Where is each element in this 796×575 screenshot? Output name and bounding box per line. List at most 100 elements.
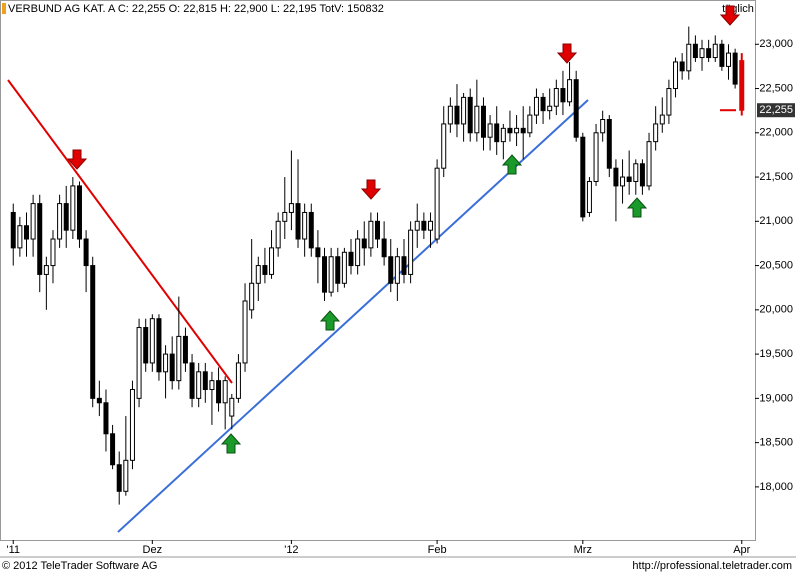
candle-body [394, 256, 400, 284]
x-tick-label: Mrz [574, 544, 592, 556]
candle-body [739, 60, 745, 111]
buy-arrow [501, 154, 523, 175]
candle-body [275, 220, 281, 249]
y-tick-label: 23,000 [759, 38, 793, 50]
y-tick-label: 22,000 [759, 127, 793, 139]
candle-body [355, 238, 361, 267]
candle-body [70, 185, 76, 231]
candle-body [500, 127, 506, 143]
x-tick-label: '12 [284, 544, 298, 556]
candle-body [216, 380, 222, 404]
candle-body [414, 220, 420, 231]
candle-body [322, 256, 328, 293]
candle-body [613, 167, 619, 187]
candle-body [712, 43, 718, 59]
candle-body [560, 88, 566, 103]
candle-body [401, 256, 407, 275]
candle-body [732, 52, 738, 85]
sell-arrow [360, 179, 382, 200]
symbol-marker [2, 3, 6, 14]
candle-body [408, 229, 414, 275]
y-tick-label: 20,500 [759, 259, 793, 271]
candle-body [229, 397, 235, 417]
y-tick-label: 18,000 [759, 481, 793, 493]
candle-body [143, 327, 149, 364]
candle-body [269, 247, 275, 275]
candle-body [110, 433, 116, 466]
candle-body [461, 96, 467, 125]
x-tick-label: Feb [428, 544, 447, 556]
y-tick-label: 19,500 [759, 348, 793, 360]
candle-body [381, 238, 387, 258]
candle-body [434, 167, 440, 240]
candle-body [182, 335, 188, 364]
candle-body [57, 203, 63, 240]
candle-body [580, 136, 586, 218]
candle-body [626, 176, 632, 182]
candle-body [514, 127, 520, 134]
candle-body [63, 203, 69, 231]
candle-body [692, 43, 698, 59]
candle-body [520, 127, 526, 134]
candle-body [10, 211, 16, 249]
candle-body [189, 362, 195, 399]
sell-arrow [719, 5, 741, 26]
x-tick-label: '11 [6, 544, 20, 556]
candle-body [540, 96, 546, 112]
candle-body [341, 251, 347, 284]
candle-body [96, 397, 102, 404]
candle-body [149, 318, 155, 364]
candle-body [295, 203, 301, 240]
candle-body [255, 265, 261, 284]
candle-body [90, 265, 96, 399]
candle-body [156, 318, 162, 373]
candle-body [653, 123, 659, 143]
candle-body [302, 211, 308, 240]
candle-body [242, 300, 248, 364]
candle-body [209, 380, 215, 391]
candle-body [706, 48, 712, 59]
candle-body [202, 371, 208, 391]
last-price-box [757, 103, 795, 118]
y-tick-label: 21,500 [759, 171, 793, 183]
candle-body [620, 176, 626, 187]
candle-body [196, 371, 202, 399]
candle-body [163, 353, 169, 373]
last-price-label: 22,255 [759, 104, 793, 116]
candle-body [169, 353, 175, 382]
candle-body [83, 238, 89, 267]
candle-body [335, 256, 341, 284]
signal-arrows [66, 5, 741, 454]
candle-body [553, 88, 559, 107]
candle-body [593, 132, 599, 182]
candle-body [37, 203, 43, 275]
candle-body [308, 211, 314, 249]
candle-body [726, 52, 732, 67]
candle-body [606, 119, 612, 169]
candle-body [507, 127, 513, 134]
y-tick-label: 19,000 [759, 392, 793, 404]
candle-body [348, 251, 354, 267]
candle-body [494, 123, 500, 143]
candle-body [441, 123, 447, 169]
candle-body [454, 105, 460, 125]
candle-body [388, 256, 394, 284]
candle-body [547, 105, 553, 112]
candle-body [567, 79, 573, 103]
candle-body [639, 163, 645, 187]
candle-body [315, 247, 321, 258]
candle-body [30, 203, 36, 240]
candle-body [533, 96, 539, 116]
buy-arrow [626, 197, 648, 218]
y-tick-label: 18,500 [759, 437, 793, 449]
candle-body [129, 389, 135, 461]
candle-body [23, 225, 29, 240]
buy-arrow [319, 310, 341, 331]
candle-body [249, 282, 255, 311]
sell-arrow [556, 43, 578, 64]
candle-body [116, 464, 122, 492]
candle-body [176, 335, 182, 382]
candle-body [17, 225, 23, 249]
candle-body [679, 61, 685, 72]
